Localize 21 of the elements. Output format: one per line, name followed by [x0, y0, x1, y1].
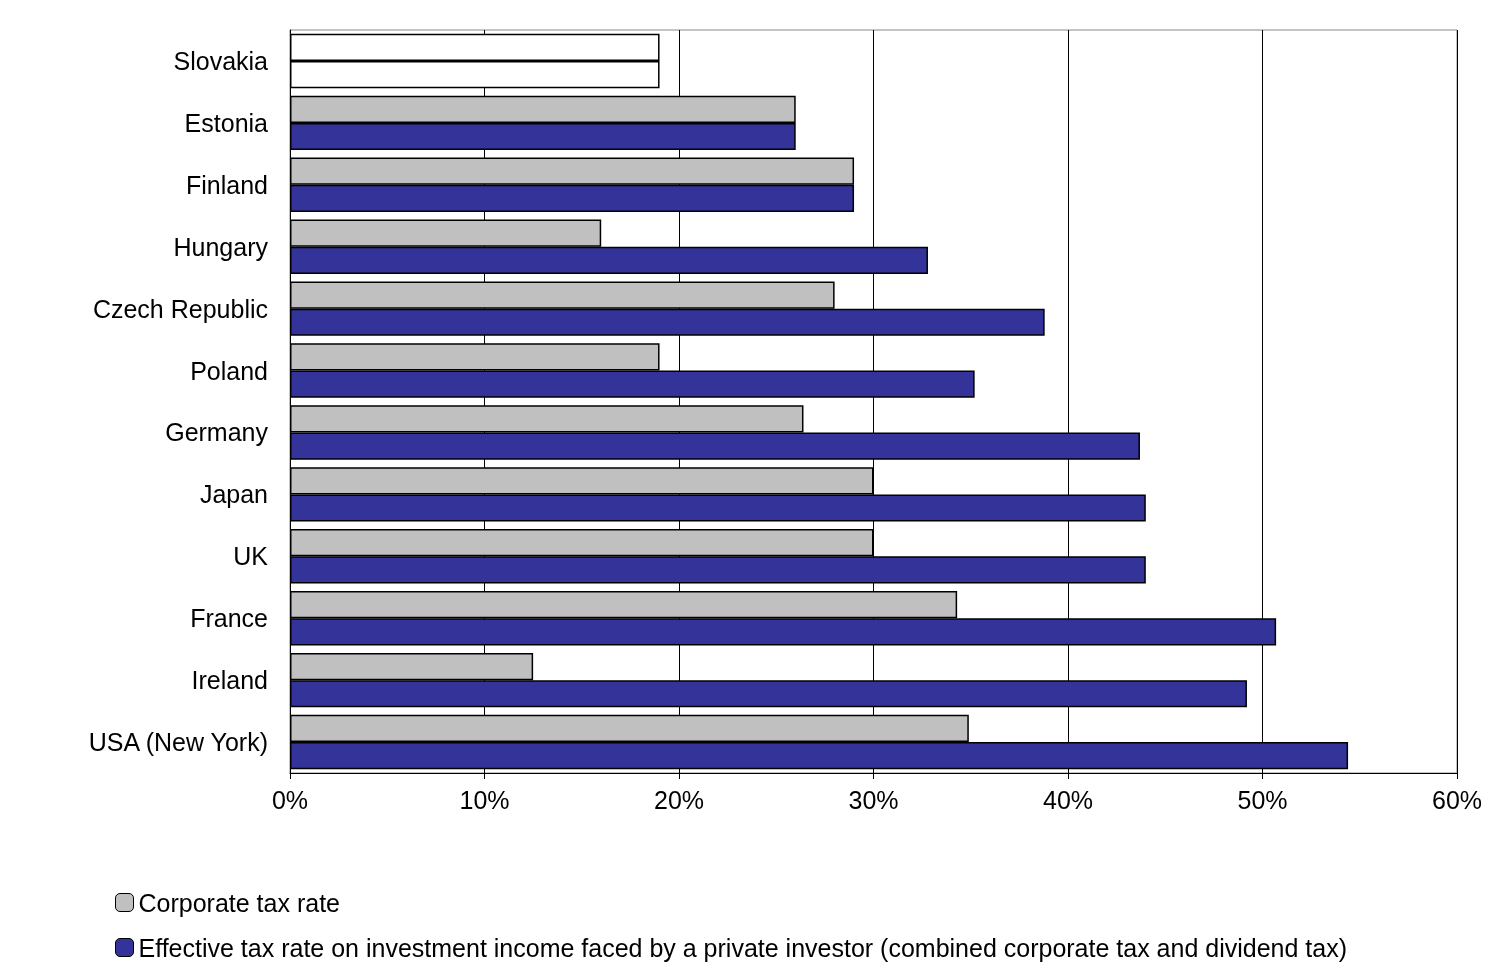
x-tick-label: 30% [848, 785, 899, 814]
y-tick-label: Germany [165, 418, 269, 447]
y-tick-label: Finland [186, 170, 268, 199]
x-tick-label: 20% [653, 785, 705, 814]
y-tick-label: Estonia [184, 108, 269, 137]
y-tick-label: USA (New York) [88, 728, 268, 757]
y-tick-label: Czech Republic [92, 294, 268, 323]
y-tick-label: France [190, 604, 268, 633]
legend-label: Corporate tax rate [138, 888, 340, 917]
y-tick-label: Slovakia [173, 46, 269, 75]
x-tick-label: 40% [1042, 785, 1094, 814]
y-tick-label: Ireland [191, 666, 268, 695]
legend-label: Effective tax rate on investment income faced by a private investor (combined corporate tax and dividend tax) [138, 933, 1348, 962]
x-tick-label: 50% [1237, 785, 1288, 814]
x-tick-label: 0% [271, 785, 309, 814]
y-tick-label: Poland [190, 356, 268, 385]
y-tick-label: Japan [199, 480, 268, 509]
x-tick-label: 60% [1431, 785, 1483, 814]
y-tick-label: UK [233, 542, 269, 571]
y-tick-label: Hungary [173, 232, 269, 261]
x-tick-label: 10% [459, 785, 510, 814]
